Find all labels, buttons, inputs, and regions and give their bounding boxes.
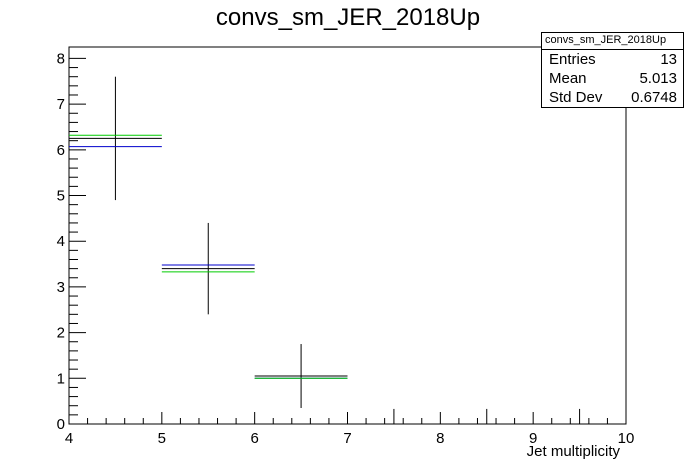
chart-title: convs_sm_JER_2018Up xyxy=(215,4,481,31)
stats-stddev-value: 0.6748 xyxy=(631,89,677,106)
y-tick-label: 3 xyxy=(57,279,65,296)
x-tick-label: 10 xyxy=(618,430,635,447)
y-tick-label: 7 xyxy=(57,96,65,113)
y-tick-label: 5 xyxy=(57,188,65,205)
stats-mean-value: 5.013 xyxy=(639,70,677,87)
x-tick-label: 7 xyxy=(343,430,351,447)
y-tick-label: 6 xyxy=(57,142,65,159)
stats-row-entries: Entries 13 xyxy=(542,50,683,69)
y-tick-label: 4 xyxy=(57,233,65,250)
stats-stddev-label: Std Dev xyxy=(549,89,603,106)
y-tick-label: 0 xyxy=(57,416,65,433)
x-tick-label: 4 xyxy=(65,430,73,447)
stats-entries-label: Entries xyxy=(549,51,596,68)
y-tick-label: 2 xyxy=(57,325,65,342)
x-tick-label: 6 xyxy=(250,430,258,447)
x-axis-label: Jet multiplicity xyxy=(527,443,621,460)
y-tick-label: 1 xyxy=(57,370,65,387)
x-tick-label: 8 xyxy=(436,430,444,447)
stats-row-mean: Mean 5.013 xyxy=(542,69,683,88)
stats-box: convs_sm_JER_2018Up Entries 13 Mean 5.01… xyxy=(541,32,684,108)
x-tick-label: 5 xyxy=(158,430,166,447)
stats-entries-value: 13 xyxy=(660,51,677,68)
x-tick-label: 9 xyxy=(529,430,537,447)
stats-box-name: convs_sm_JER_2018Up xyxy=(542,33,683,50)
stats-mean-label: Mean xyxy=(549,70,587,87)
stats-row-stddev: Std Dev 0.6748 xyxy=(542,88,683,107)
y-tick-label: 8 xyxy=(57,50,65,67)
